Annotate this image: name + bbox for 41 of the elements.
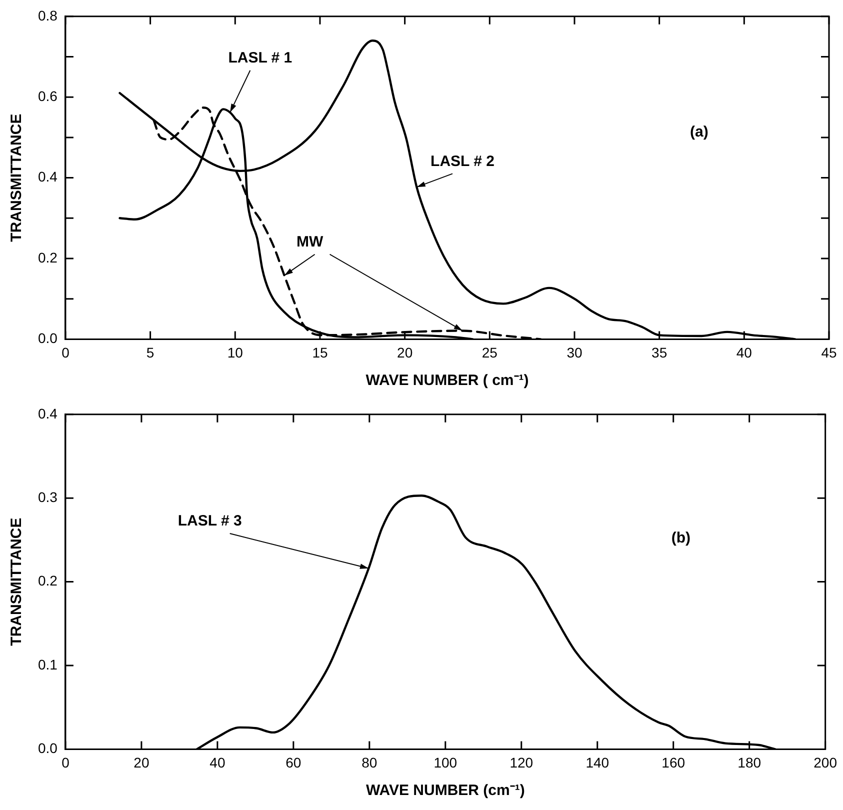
x-tick-label: 40	[736, 344, 752, 360]
y-tick-label: 0.8	[38, 7, 58, 24]
y-tick-label: 0.0	[38, 740, 58, 756]
annotation: (b)	[671, 529, 691, 546]
x-tick-label: 160	[662, 754, 686, 770]
x-tick-label: 0	[62, 344, 70, 360]
x-tick-label: 140	[586, 754, 610, 770]
y-tick-label: 0.4	[38, 405, 58, 422]
text: LASL # 3	[178, 512, 242, 530]
x-tick-label: 35	[652, 344, 668, 360]
x-tick-label: 20	[397, 344, 413, 360]
y-tick-label: 0.6	[38, 88, 58, 104]
x-tick-label: 15	[312, 344, 328, 360]
x-tick-label: 5	[146, 344, 154, 360]
x-tick-label: 180	[738, 754, 762, 770]
series-label: LASL # 2	[430, 152, 494, 170]
x-tick-label: 100	[434, 754, 458, 770]
x-tick-label: 120	[510, 754, 534, 770]
annotation: (a)	[690, 124, 708, 141]
y-tick-label: 0.4	[38, 168, 58, 185]
y-tick-label: 0.3	[38, 488, 58, 505]
y-tick-label: 0.2	[38, 249, 58, 266]
x-tick-label: 45	[821, 344, 837, 360]
x-axis-title: WAVE NUMBER ( cm⁻¹)	[366, 372, 529, 390]
x-tick-label: 0	[62, 754, 70, 770]
y-axis-title: TRANSMITTANCE	[8, 114, 26, 242]
x-tick-label: 40	[210, 754, 226, 770]
x-tick-label: 80	[362, 754, 378, 770]
x-tick-label: 200	[814, 754, 838, 770]
x-tick-label: 60	[286, 754, 302, 770]
series-label: MW	[296, 234, 324, 250]
x-tick-label: 30	[566, 344, 582, 360]
y-tick-label: 0.0	[38, 330, 58, 346]
x-tick-label: 20	[134, 754, 150, 770]
y-tick-label: 0.1	[38, 656, 58, 672]
y-tick-label: 0.2	[38, 572, 58, 589]
x-tick-label: 10	[227, 344, 244, 360]
x-tick-label: 25	[482, 344, 498, 360]
y-axis-title: TRANSMITTANCE	[8, 518, 26, 646]
x-axis-title: WAVE NUMBER (cm⁻¹)	[366, 782, 525, 800]
text: LASL # 1	[228, 50, 292, 67]
